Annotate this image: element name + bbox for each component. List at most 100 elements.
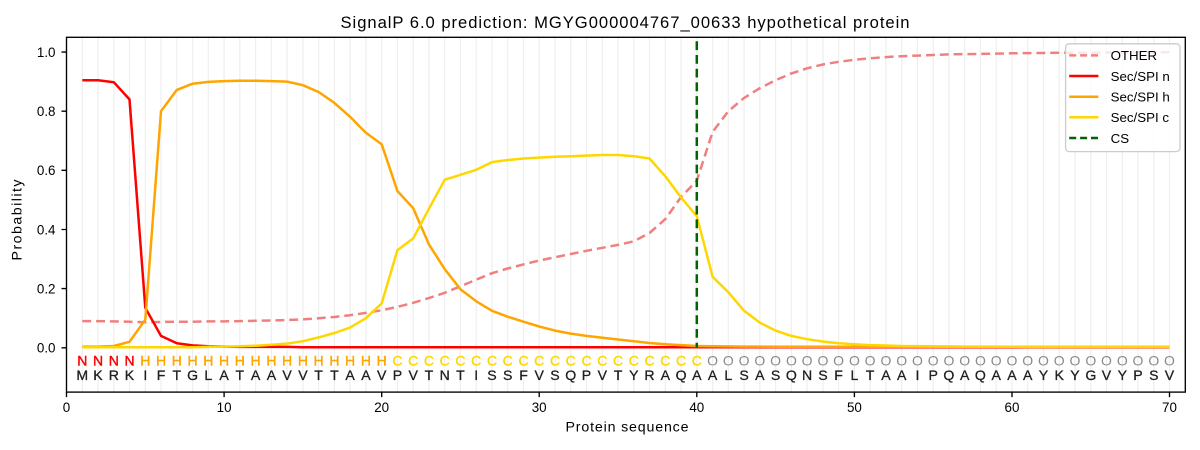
svg-text:C: C xyxy=(613,353,623,369)
svg-text:Probability: Probability xyxy=(9,179,25,261)
svg-text:O: O xyxy=(943,353,954,369)
svg-text:Q: Q xyxy=(786,367,797,383)
svg-text:O: O xyxy=(912,353,923,369)
svg-text:Q: Q xyxy=(565,367,576,383)
svg-text:C: C xyxy=(629,353,639,369)
svg-text:Protein sequence: Protein sequence xyxy=(566,420,689,436)
svg-text:C: C xyxy=(424,353,434,369)
svg-text:R: R xyxy=(644,367,654,383)
svg-text:H: H xyxy=(172,353,182,369)
svg-text:O: O xyxy=(1133,353,1144,369)
svg-text:N: N xyxy=(802,367,812,383)
svg-text:V: V xyxy=(298,367,308,383)
svg-text:Sec/SPI h: Sec/SPI h xyxy=(1111,90,1170,105)
svg-text:R: R xyxy=(109,367,119,383)
svg-text:H: H xyxy=(361,353,371,369)
svg-text:C: C xyxy=(518,353,528,369)
svg-text:O: O xyxy=(1164,353,1175,369)
svg-text:O: O xyxy=(817,353,828,369)
svg-text:H: H xyxy=(266,353,276,369)
svg-text:F: F xyxy=(519,367,528,383)
svg-text:O: O xyxy=(928,353,939,369)
svg-text:H: H xyxy=(251,353,261,369)
svg-text:V: V xyxy=(1165,367,1175,383)
svg-text:30: 30 xyxy=(532,400,547,415)
svg-text:O: O xyxy=(1117,353,1128,369)
svg-text:C: C xyxy=(487,353,497,369)
svg-text:C: C xyxy=(455,353,465,369)
svg-text:0.4: 0.4 xyxy=(37,222,56,237)
svg-text:T: T xyxy=(614,367,623,383)
svg-text:CS: CS xyxy=(1111,131,1130,146)
svg-text:O: O xyxy=(849,353,860,369)
svg-text:L: L xyxy=(204,367,212,383)
svg-text:A: A xyxy=(692,367,702,383)
svg-text:C: C xyxy=(566,353,576,369)
svg-text:H: H xyxy=(329,353,339,369)
svg-text:H: H xyxy=(203,353,213,369)
svg-text:A: A xyxy=(219,367,229,383)
svg-text:H: H xyxy=(140,353,150,369)
svg-text:V: V xyxy=(1102,367,1112,383)
svg-text:N: N xyxy=(440,367,450,383)
svg-text:O: O xyxy=(975,353,986,369)
svg-text:L: L xyxy=(850,367,858,383)
svg-text:Sec/SPI c: Sec/SPI c xyxy=(1111,110,1170,125)
svg-text:C: C xyxy=(692,353,702,369)
svg-text:C: C xyxy=(392,353,402,369)
svg-text:N: N xyxy=(124,353,134,369)
svg-text:A: A xyxy=(345,367,355,383)
svg-text:C: C xyxy=(471,353,481,369)
svg-text:M: M xyxy=(76,367,88,383)
svg-text:1.0: 1.0 xyxy=(37,45,56,60)
svg-text:F: F xyxy=(834,367,843,383)
svg-text:H: H xyxy=(298,353,308,369)
svg-text:C: C xyxy=(660,353,670,369)
svg-text:0.6: 0.6 xyxy=(37,163,56,178)
svg-text:A: A xyxy=(267,367,277,383)
svg-text:T: T xyxy=(172,367,181,383)
svg-text:50: 50 xyxy=(847,400,862,415)
svg-text:O: O xyxy=(833,353,844,369)
svg-text:H: H xyxy=(235,353,245,369)
svg-text:Y: Y xyxy=(629,367,639,383)
svg-text:C: C xyxy=(550,353,560,369)
svg-text:P: P xyxy=(928,367,937,383)
svg-text:H: H xyxy=(219,353,229,369)
svg-text:H: H xyxy=(156,353,166,369)
svg-text:O: O xyxy=(880,353,891,369)
svg-text:P: P xyxy=(1133,367,1142,383)
svg-text:T: T xyxy=(456,367,465,383)
svg-text:S: S xyxy=(503,367,512,383)
svg-text:A: A xyxy=(251,367,261,383)
svg-text:O: O xyxy=(896,353,907,369)
svg-text:K: K xyxy=(93,367,103,383)
svg-text:Q: Q xyxy=(676,367,687,383)
svg-text:10: 10 xyxy=(217,400,232,415)
svg-text:P: P xyxy=(582,367,591,383)
svg-text:N: N xyxy=(93,353,103,369)
svg-text:A: A xyxy=(1023,367,1033,383)
svg-text:O: O xyxy=(786,353,797,369)
svg-text:20: 20 xyxy=(374,400,389,415)
svg-text:K: K xyxy=(125,367,135,383)
svg-text:0.0: 0.0 xyxy=(37,341,56,356)
svg-text:I: I xyxy=(474,367,478,383)
svg-text:OTHER: OTHER xyxy=(1111,48,1158,63)
svg-text:H: H xyxy=(314,353,324,369)
svg-text:A: A xyxy=(661,367,671,383)
svg-text:40: 40 xyxy=(689,400,704,415)
svg-text:O: O xyxy=(959,353,970,369)
svg-text:A: A xyxy=(755,367,765,383)
svg-text:A: A xyxy=(881,367,891,383)
svg-text:O: O xyxy=(707,353,718,369)
svg-text:O: O xyxy=(1148,353,1159,369)
svg-text:A: A xyxy=(991,367,1001,383)
svg-text:L: L xyxy=(724,367,732,383)
svg-text:Q: Q xyxy=(975,367,986,383)
svg-text:0: 0 xyxy=(63,400,70,415)
svg-text:SignalP 6.0 prediction: MGYG00: SignalP 6.0 prediction: MGYG000004767_00… xyxy=(341,13,910,32)
svg-text:N: N xyxy=(77,353,87,369)
svg-text:0.8: 0.8 xyxy=(37,104,56,119)
svg-text:I: I xyxy=(915,367,919,383)
